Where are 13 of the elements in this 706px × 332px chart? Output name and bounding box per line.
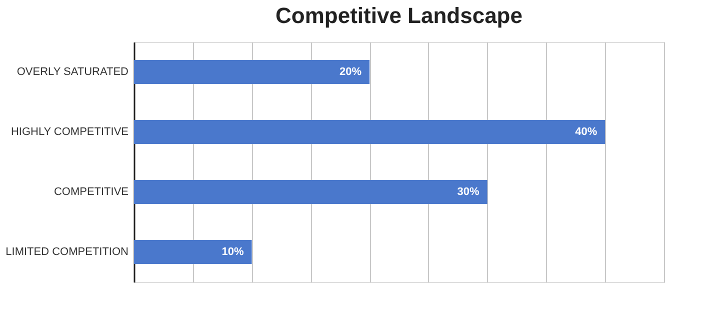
data-label: 40% <box>575 126 598 138</box>
data-label: 30% <box>457 186 480 198</box>
chart-title: Competitive Landscape <box>276 3 522 28</box>
bar <box>134 180 488 204</box>
data-label: 10% <box>222 246 244 258</box>
y-tick-label: HIGHLY COMPETITIVE <box>10 126 128 138</box>
data-label: 20% <box>340 66 362 78</box>
bar <box>134 120 606 144</box>
bar <box>134 240 252 264</box>
y-tick-label: LIMITED COMPETITION <box>6 246 129 258</box>
y-tick-label: COMPETITIVE <box>54 186 128 198</box>
y-tick-label: OVERLY SATURATED <box>16 66 129 78</box>
bar <box>134 60 370 84</box>
